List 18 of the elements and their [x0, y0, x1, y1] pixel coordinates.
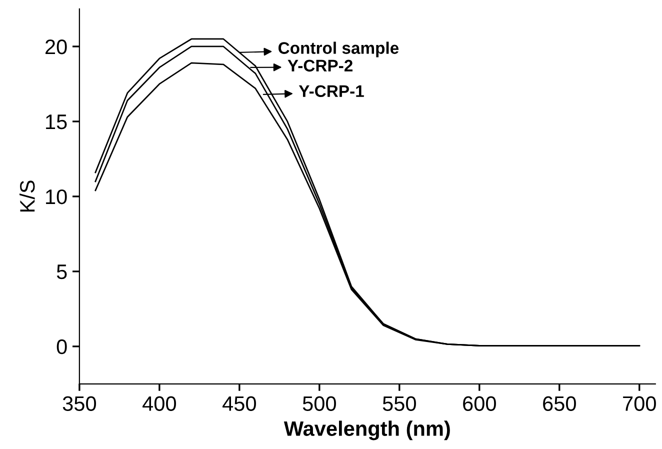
annotation: Y-CRP-2: [288, 60, 353, 72]
x-tick-label: 450: [222, 396, 256, 412]
x-tick-label: 650: [543, 396, 576, 412]
x-tick-label: 350: [62, 396, 96, 412]
x-tick-label: 400: [142, 396, 176, 412]
x-tick-label: 600: [463, 396, 496, 412]
x-axis-title: Wavelength (nm): [284, 420, 450, 440]
y-tick-label: 5: [56, 264, 67, 280]
x-tick-label: 500: [302, 396, 336, 412]
annotation: Y-CRP-1: [298, 85, 364, 98]
y-tick-label: 0: [56, 339, 67, 354]
y-tick-label: 20: [46, 39, 67, 54]
x-tick-label: 700: [623, 396, 656, 412]
y-tick-label: 10: [46, 189, 67, 204]
y-axis-title: K/S: [19, 180, 35, 212]
x-tick-label: 550: [382, 396, 416, 412]
annotation: Control sample: [278, 42, 399, 58]
y-tick-label: 15: [46, 114, 67, 130]
